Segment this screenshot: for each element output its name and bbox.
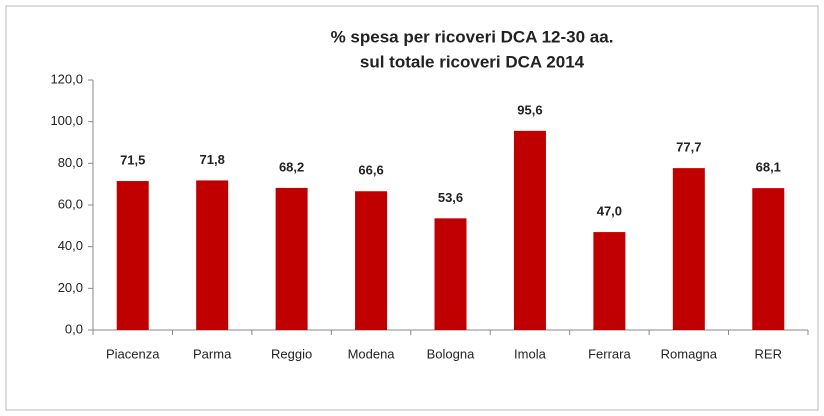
- value-label: 68,2: [279, 159, 304, 174]
- value-label: 71,8: [200, 152, 225, 167]
- y-tick-label: 120,0: [50, 71, 83, 86]
- y-tick-label: 0,0: [65, 321, 83, 336]
- y-tick-label: 20,0: [58, 280, 83, 295]
- bar: [275, 187, 308, 330]
- y-tick-label: 60,0: [58, 196, 83, 211]
- x-tick-label: Romagna: [661, 346, 718, 361]
- bar: [752, 188, 785, 330]
- value-label: 68,1: [756, 160, 781, 175]
- x-tick-label: Piacenza: [106, 346, 160, 361]
- value-label: 53,6: [438, 190, 463, 205]
- x-tick-label: Ferrara: [588, 346, 631, 361]
- x-tick-label: Modena: [348, 346, 396, 361]
- y-tick-label: 80,0: [58, 155, 83, 170]
- x-tick-label: Imola: [514, 346, 547, 361]
- value-label: 47,0: [597, 204, 622, 219]
- y-tick-label: 100,0: [50, 113, 83, 128]
- bar: [196, 180, 229, 330]
- x-tick-label: Bologna: [427, 346, 475, 361]
- bar: [355, 191, 388, 330]
- y-tick-label: 40,0: [58, 238, 83, 253]
- x-tick-label: Reggio: [271, 346, 312, 361]
- bar: [672, 168, 705, 330]
- bar: [593, 232, 626, 330]
- bar: [513, 130, 546, 330]
- chart-subtitle: sul totale ricoveri DCA 2014: [360, 52, 585, 71]
- x-tick-label: Parma: [193, 346, 232, 361]
- bar: [116, 181, 149, 330]
- bar: [434, 218, 467, 330]
- value-label: 77,7: [676, 140, 701, 155]
- value-label: 71,5: [120, 152, 145, 167]
- chart-title: % spesa per ricoveri DCA 12-30 aa.: [331, 27, 614, 46]
- value-label: 95,6: [517, 102, 542, 117]
- value-label: 66,6: [358, 163, 383, 178]
- x-tick-label: RER: [755, 346, 782, 361]
